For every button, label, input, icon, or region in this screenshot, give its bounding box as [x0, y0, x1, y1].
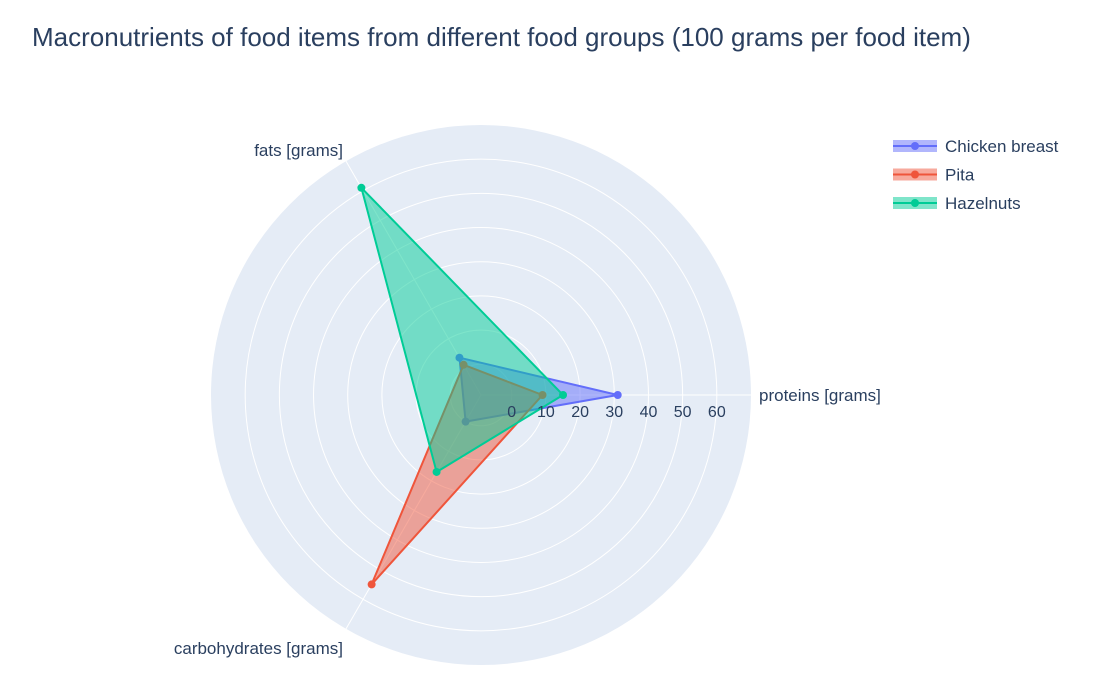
series-area — [360, 186, 564, 473]
legend-label: Hazelnuts — [945, 194, 1021, 213]
radial-tick-label: 20 — [571, 404, 589, 421]
legend-marker — [911, 170, 919, 179]
radial-tick-label: 40 — [640, 404, 658, 421]
legend-item: Pita — [893, 166, 975, 185]
axis-label: fats [grams] — [254, 141, 343, 160]
legend: Chicken breast Pita Hazelnuts — [893, 137, 1059, 213]
axis-label: proteins [grams] — [759, 386, 881, 405]
data-point — [613, 391, 622, 399]
series-hazelnuts — [357, 183, 568, 476]
series-layer — [357, 183, 622, 589]
legend-item: Hazelnuts — [893, 194, 1021, 213]
chart-title: Macronutrients of food items from differ… — [32, 22, 971, 52]
data-point — [367, 580, 376, 589]
radial-tick-labels: 0 10 20 30 40 50 60 — [507, 404, 726, 421]
radial-tick-label: 10 — [537, 404, 555, 421]
radial-tick-label: 60 — [708, 404, 726, 421]
legend-marker — [911, 142, 919, 150]
radial-tick-label: 0 — [507, 404, 516, 421]
axis-label: carbohydrates [grams] — [174, 639, 343, 658]
legend-item: Chicken breast — [893, 137, 1059, 156]
radial-tick-label: 30 — [605, 404, 623, 421]
radial-tick-label: 50 — [674, 404, 692, 421]
axis-labels: proteins [grams] fats [grams] carbohydrate… — [174, 141, 881, 658]
legend-label: Pita — [945, 166, 975, 185]
data-point — [559, 391, 568, 399]
legend-marker — [911, 199, 919, 207]
legend-label: Chicken breast — [945, 137, 1059, 156]
data-point — [432, 467, 441, 476]
data-point — [357, 183, 366, 192]
